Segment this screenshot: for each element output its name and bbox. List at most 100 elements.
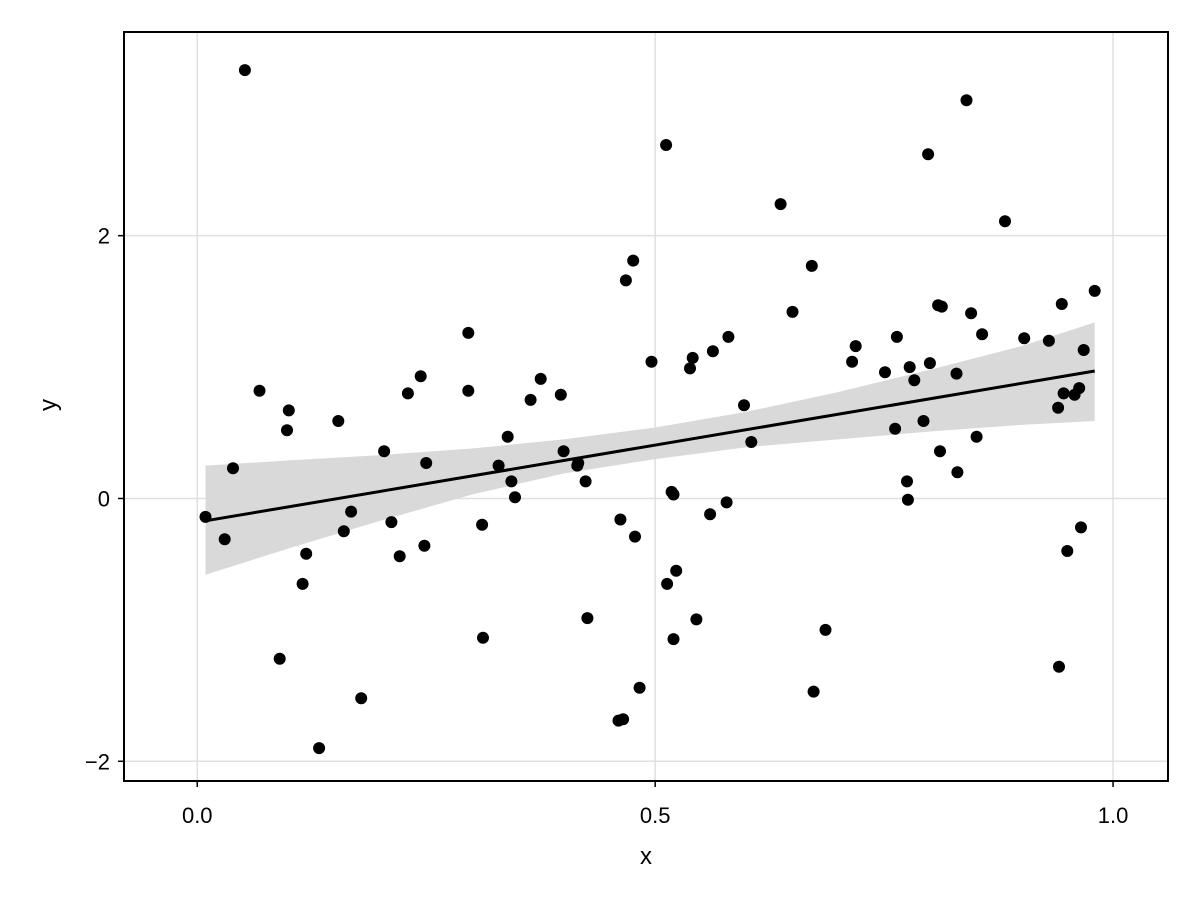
- data-point: [670, 564, 683, 577]
- data-point: [661, 577, 674, 590]
- data-point: [738, 399, 750, 412]
- data-point: [629, 530, 641, 543]
- data-point: [313, 742, 326, 755]
- data-point: [667, 633, 680, 646]
- data-point: [805, 259, 818, 272]
- data-point: [385, 516, 398, 529]
- data-point: [965, 307, 978, 320]
- data-point: [557, 445, 570, 458]
- data-point: [1018, 332, 1031, 345]
- data-point: [684, 362, 696, 375]
- data-point: [690, 613, 703, 626]
- data-point: [704, 508, 717, 521]
- data-point: [227, 462, 239, 475]
- data-point: [1061, 545, 1074, 557]
- x-axis-label: x: [640, 843, 652, 870]
- data-point: [627, 254, 640, 267]
- data-point: [786, 305, 799, 318]
- data-point: [614, 513, 627, 526]
- data-point: [505, 475, 518, 488]
- data-point: [238, 64, 251, 77]
- y-axis-label: y: [35, 399, 62, 411]
- data-point: [901, 475, 913, 488]
- data-point: [999, 215, 1011, 228]
- data-point: [745, 436, 758, 448]
- data-point: [706, 345, 719, 358]
- data-point: [509, 491, 521, 504]
- data-point: [970, 430, 983, 443]
- data-point: [950, 367, 963, 380]
- data-point: [976, 328, 989, 341]
- data-point: [917, 415, 930, 427]
- data-point: [633, 681, 646, 694]
- axis-ticks: 0.0 0.5 1.0 −2 0 2: [85, 224, 1128, 828]
- data-point: [1077, 344, 1090, 356]
- data-point: [1075, 521, 1087, 534]
- data-point: [667, 488, 680, 501]
- data-point: [1052, 401, 1065, 414]
- data-point: [554, 388, 567, 401]
- y-tick-label: 2: [98, 224, 110, 249]
- x-tick-label: 0.5: [640, 803, 671, 828]
- y-tick-label: −2: [85, 749, 110, 774]
- data-point: [337, 525, 350, 538]
- data-point: [378, 445, 391, 458]
- plot-frame: [123, 31, 1169, 782]
- data-point: [462, 326, 475, 339]
- data-point: [879, 366, 891, 379]
- data-point: [1073, 382, 1086, 395]
- x-tick-label: 0.0: [182, 803, 213, 828]
- data-point: [534, 372, 547, 385]
- data-point: [462, 384, 475, 397]
- y-tick-label: 0: [98, 486, 110, 511]
- data-point: [1057, 387, 1070, 400]
- data-point: [476, 518, 489, 531]
- data-point: [218, 533, 231, 546]
- data-point: [1042, 334, 1055, 347]
- data-point: [1055, 298, 1068, 310]
- data-point: [492, 459, 505, 472]
- data-point: [273, 652, 286, 665]
- data-point: [722, 330, 735, 343]
- data-point: [355, 692, 368, 705]
- data-point: [1053, 660, 1065, 673]
- x-tick-label: 1.0: [1098, 803, 1129, 828]
- data-point: [253, 384, 266, 397]
- confidence-band-layer: [205, 322, 1095, 575]
- data-point: [686, 351, 699, 364]
- data-point: [282, 404, 295, 417]
- data-point: [420, 457, 433, 469]
- data-point: [846, 355, 859, 368]
- data-point: [645, 355, 658, 368]
- data-point: [296, 577, 309, 590]
- confidence-band: [205, 322, 1095, 575]
- data-point: [819, 623, 832, 636]
- data-point: [922, 148, 935, 161]
- data-point: [890, 330, 903, 343]
- data-point: [393, 550, 406, 563]
- data-point: [889, 422, 902, 435]
- data-point: [300, 547, 313, 560]
- data-point: [1088, 284, 1101, 297]
- data-point: [281, 424, 293, 437]
- regression-line-layer: [205, 369, 1095, 523]
- data-point: [903, 361, 916, 374]
- data-point: [774, 198, 787, 211]
- regression-line: [205, 369, 1095, 523]
- data-point: [401, 387, 414, 400]
- data-point: [935, 300, 948, 313]
- data-point: [908, 374, 921, 387]
- data-point: [579, 475, 592, 488]
- data-point: [660, 139, 673, 151]
- data-point: [524, 393, 537, 406]
- data-point: [345, 505, 358, 518]
- data-point: [414, 370, 427, 383]
- data-point: [332, 415, 345, 427]
- data-point: [807, 685, 820, 698]
- data-point: [572, 457, 585, 469]
- data-point: [951, 466, 964, 479]
- data-point: [923, 357, 936, 370]
- data-point: [720, 496, 733, 509]
- data-point: [581, 612, 594, 625]
